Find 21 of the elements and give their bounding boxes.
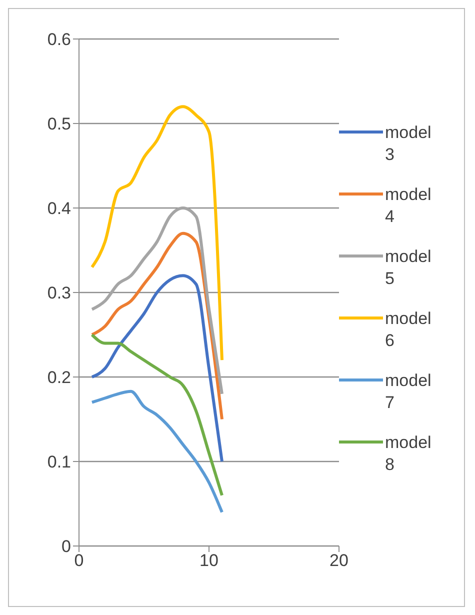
legend-label: model 6 xyxy=(385,308,432,352)
legend-label: model 4 xyxy=(385,184,432,228)
x-tick-label: 0 xyxy=(74,551,84,570)
line-series xyxy=(90,274,224,463)
line-series xyxy=(90,390,224,514)
legend-label: model 5 xyxy=(385,246,432,290)
y-tick-label: 0.4 xyxy=(47,199,71,218)
y-tick-label: 0.5 xyxy=(47,114,71,134)
legend-label: model 8 xyxy=(385,432,432,476)
line-series xyxy=(90,105,224,362)
y-tick-label: 0.6 xyxy=(47,30,71,50)
line-series xyxy=(90,333,224,497)
y-tick-label: 0.2 xyxy=(47,368,71,388)
legend-label: model 7 xyxy=(385,370,432,414)
y-tick-label: 0 xyxy=(62,537,71,556)
y-tick-label: 0.3 xyxy=(47,284,71,303)
x-tick-label: 20 xyxy=(330,551,348,570)
x-tick-label: 10 xyxy=(200,551,218,570)
line-series xyxy=(90,206,224,396)
legend-label: model 3 xyxy=(385,122,432,166)
y-tick-label: 0.1 xyxy=(47,452,71,472)
